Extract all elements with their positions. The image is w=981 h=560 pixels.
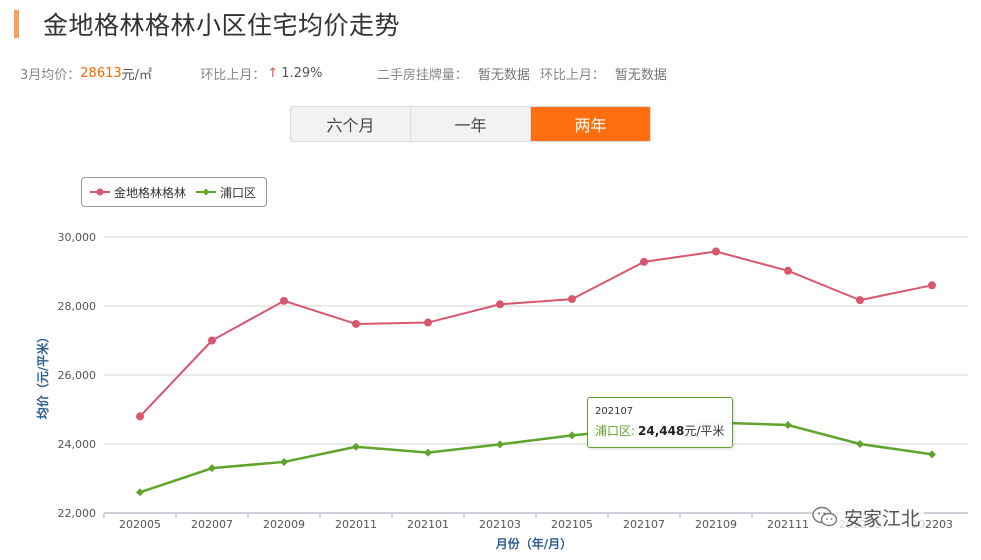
x-tick-label: 202007 [191, 518, 233, 531]
data-point[interactable] [784, 421, 792, 430]
legend-swatch-district [196, 188, 217, 196]
grid-lines [104, 236, 968, 514]
data-point[interactable] [280, 457, 288, 466]
tooltip-unit: 元/平米 [684, 424, 725, 438]
x-tick-label: 202107 [623, 518, 665, 531]
data-point[interactable] [208, 464, 216, 473]
data-point[interactable] [568, 431, 576, 440]
legend-item-community[interactable]: 金地格林格林 [90, 184, 186, 201]
x-tick-label: 202005 [119, 518, 161, 531]
tooltip-line: 浦口区: 24,448元/平米 [595, 422, 724, 439]
x-tick-label: 202103 [479, 518, 521, 531]
title-accent-bar [14, 10, 19, 38]
data-point[interactable] [640, 257, 648, 266]
series-lines [136, 247, 936, 497]
data-point[interactable] [352, 319, 360, 328]
y-tick-label: 26,000 [58, 369, 97, 382]
axes: 22,000 24,000 26,000 28,000 30,000 202005 2020… [58, 231, 954, 531]
up-arrow-icon: ↑ [267, 66, 279, 81]
avg-price-value: 28613 [80, 66, 122, 81]
data-point[interactable] [352, 442, 360, 451]
data-point[interactable] [568, 295, 576, 304]
data-point[interactable] [928, 281, 936, 290]
tab-one-year[interactable]: 一年 [411, 107, 531, 141]
legend-item-district[interactable]: 浦口区 [196, 184, 256, 201]
listing-mom-label: 环比上月： [539, 68, 605, 83]
listing-label: 二手房挂牌量： [376, 68, 468, 83]
mom-label: 环比上月： [200, 68, 266, 83]
x-tick-label: 202109 [695, 518, 737, 531]
title-bar: 金地格林格林小区住宅均价走势 [14, 8, 400, 40]
chart-tooltip: 202107 浦口区: 24,448元/平米 [587, 397, 733, 448]
avg-price-unit: 元/㎡ [121, 68, 153, 83]
data-point[interactable] [424, 318, 432, 327]
listing-value: 暂无数据 [477, 68, 530, 83]
x-tick-label: 202105 [551, 518, 593, 531]
data-point[interactable] [136, 412, 144, 421]
series-line [139, 250, 933, 418]
data-point[interactable] [136, 488, 144, 497]
data-point[interactable] [496, 300, 504, 309]
legend-swatch-community [90, 188, 110, 196]
tab-two-years[interactable]: 两年 [531, 107, 650, 141]
wechat-icon [812, 506, 838, 527]
series-line [139, 421, 933, 494]
x-tick-label: 202011 [335, 518, 377, 531]
data-point[interactable] [856, 440, 864, 448]
x-tick-label: 202101 [407, 518, 449, 531]
chart-legend: 金地格林格林 浦口区 [81, 177, 268, 207]
price-summary: 3月均价：28613元/㎡ 环比上月： ↑ 1.29% 二手房挂牌量： 暂无数据 环比上… [20, 64, 667, 83]
mom-value: 1.29% [281, 66, 323, 81]
y-tick-label: 30,000 [58, 231, 97, 244]
y-tick-label: 28,000 [58, 300, 97, 313]
data-point[interactable] [208, 336, 216, 345]
tab-six-months[interactable]: 六个月 [291, 107, 411, 141]
tooltip-series-name: 浦口区: [595, 424, 636, 438]
page-title: 金地格林格林小区住宅均价走势 [43, 11, 401, 40]
legend-label-community: 金地格林格林 [114, 185, 187, 200]
data-point[interactable] [784, 266, 792, 275]
y-tick-label: 24,000 [58, 438, 97, 451]
data-point[interactable] [928, 450, 936, 459]
range-tabs: 六个月 一年 两年 [290, 106, 651, 142]
x-tick-label: 202009 [263, 518, 305, 531]
data-point[interactable] [712, 247, 720, 256]
data-point[interactable] [424, 448, 432, 457]
y-tick-label: 22,000 [58, 507, 97, 520]
watermark-text: 安家江北 [844, 507, 921, 530]
data-point[interactable] [280, 296, 288, 305]
watermark: 安家江北 [812, 500, 925, 534]
legend-label-district: 浦口区 [220, 185, 257, 200]
tooltip-date: 202107 [595, 406, 634, 417]
x-axis-title: 月份（年/月） [495, 536, 572, 551]
avg-price-label: 3月均价： [20, 68, 81, 83]
x-tick-label: 202111 [767, 518, 809, 531]
listing-mom-value: 暂无数据 [614, 68, 667, 83]
data-point[interactable] [856, 296, 864, 305]
tooltip-value: 24,448 [638, 424, 685, 438]
y-axis-title: 均价（元/平米） [35, 331, 50, 419]
data-point[interactable] [496, 440, 504, 449]
